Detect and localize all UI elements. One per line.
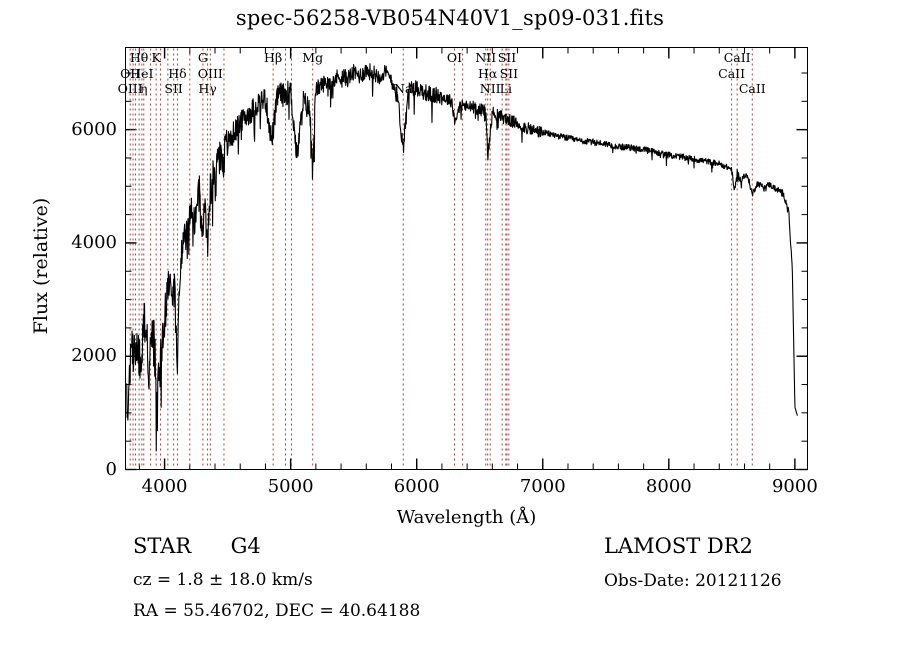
x-tick-label-9000: 9000 <box>771 476 818 497</box>
spectral-class: G4 <box>230 534 261 558</box>
axis-major-ticks <box>125 47 808 471</box>
survey-name: LAMOST DR2 <box>604 534 753 558</box>
y-tick-labels: 0 2000 4000 6000 <box>25 0 117 649</box>
radial-velocity: cz = 1.8 ± 18.0 km/s <box>133 570 313 590</box>
line-label-H-4341: Hγ <box>198 81 217 96</box>
line-label--3835: η <box>140 81 148 96</box>
spectrum-trace <box>126 63 798 452</box>
footer-metadata: STAR G4 cz = 1.8 ± 18.0 km/s RA = 55.467… <box>0 525 900 649</box>
x-tick-label-4000: 4000 <box>141 476 188 497</box>
line-label-NII-6583: NII <box>479 81 501 96</box>
y-tick-label-4000: 4000 <box>71 231 117 253</box>
y-tick-label-0: 0 <box>105 458 117 480</box>
line-label-H-4861: Hβ <box>264 50 283 65</box>
line-label-HeI-3820: HeI <box>130 66 154 81</box>
line-label-CaII-8662: CaII <box>738 81 766 96</box>
line-label-CaII-8498: CaII <box>718 66 746 81</box>
coordinates: RA = 55.46702, DEC = 40.64188 <box>133 601 421 621</box>
line-label-G-4304: G <box>197 50 208 65</box>
axis-minor-ticks <box>125 47 808 470</box>
line-label-K-3933: K <box>151 50 161 65</box>
x-tick-label-8000: 8000 <box>645 476 692 497</box>
x-tick-label-5000: 5000 <box>267 476 314 497</box>
line-label-OII-3727: OII <box>120 66 141 81</box>
page-title: spec-56258-VB054N40V1_sp09-031.fits <box>235 6 665 30</box>
y-tick-label-2000: 2000 <box>71 345 117 367</box>
object-type-and-class: STAR G4 <box>133 534 261 558</box>
y-tick-label-6000: 6000 <box>71 118 117 140</box>
line-label-NII-6548: NII <box>475 50 497 65</box>
line-label-OIII-4363: OIII <box>197 66 223 81</box>
line-label-SII-4072: SII <box>164 81 183 96</box>
line-label-H-4102: Hδ <box>168 66 187 81</box>
spectral-line-markers <box>129 48 753 469</box>
object-type: STAR <box>133 534 192 558</box>
line-label-Li-6707: Li <box>499 81 512 96</box>
line-label-H-6563: Hα <box>478 66 498 81</box>
line-label-SII-6716: SII <box>497 50 517 65</box>
x-tick-label-6000: 6000 <box>393 476 440 497</box>
line-label-OI-6300: OI <box>446 50 463 65</box>
line-label-H-3798: Hθ <box>129 50 149 65</box>
line-label-CaII-8542: CaII <box>723 50 751 65</box>
line-label-OIII-3727: OIII <box>117 81 143 96</box>
x-tick-label-7000: 7000 <box>519 476 566 497</box>
line-label-Mg-5175: Mg <box>302 50 324 65</box>
line-label-Na-5893: Na <box>394 81 413 96</box>
x-axis-label: Wavelength (Å) <box>396 507 537 528</box>
line-label-SII-6731: SII <box>499 66 519 81</box>
observation-date: Obs-Date: 20121126 <box>604 571 782 591</box>
